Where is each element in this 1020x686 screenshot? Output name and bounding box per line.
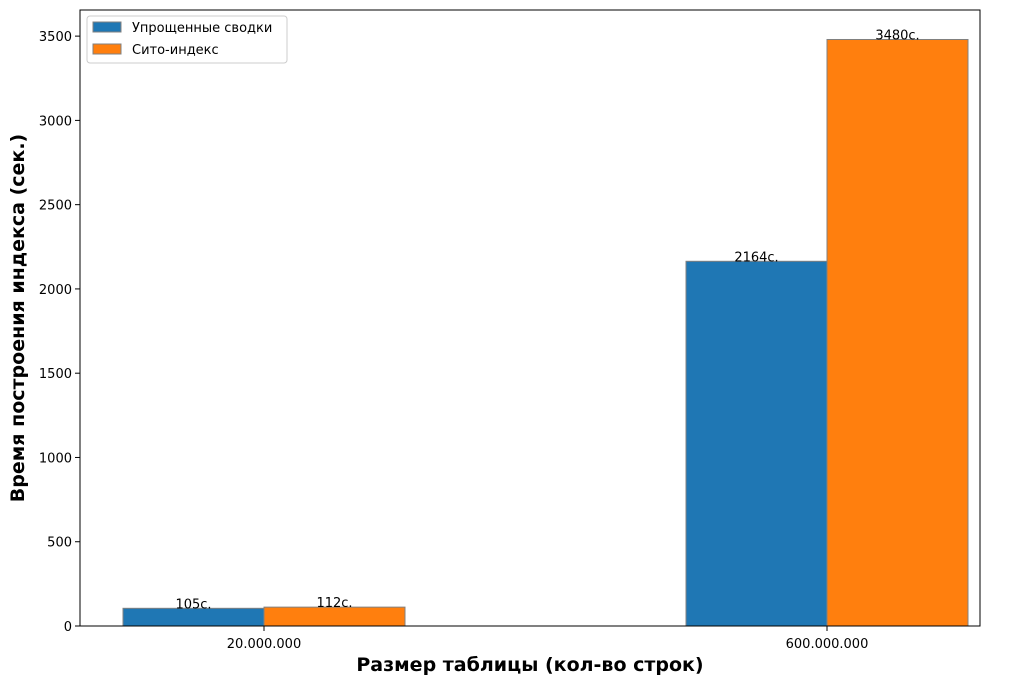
y-tick-label: 500 bbox=[47, 536, 72, 551]
legend-label: Сито-индекс bbox=[132, 43, 219, 58]
y-tick-label: 2000 bbox=[39, 283, 72, 298]
y-tick-label: 0 bbox=[64, 620, 72, 635]
bar-labels-layer: 105с. 2164с. 112с. 3480с. bbox=[175, 28, 919, 612]
legend: Упрощенные сводки Сито-индекс bbox=[86, 15, 288, 64]
x-tick-label: 600.000.000 bbox=[786, 637, 869, 652]
y-axis-title: Время построения индекса (сек.) bbox=[7, 134, 29, 502]
legend-label: Упрощенные сводки bbox=[132, 21, 272, 36]
y-tick-label: 2500 bbox=[39, 199, 72, 214]
legend-swatch bbox=[92, 43, 122, 55]
bars-layer bbox=[122, 38, 969, 627]
bar-value-label: 112с. bbox=[316, 596, 352, 611]
y-tick-label: 3500 bbox=[39, 30, 72, 45]
y-tick-label: 1000 bbox=[39, 451, 72, 466]
bar-value-label: 105с. bbox=[175, 597, 211, 612]
bar-2-2 bbox=[826, 38, 969, 627]
legend-swatch bbox=[92, 21, 122, 33]
y-axis: 0 500 1000 1500 2000 2500 3000 3500 bbox=[39, 30, 80, 635]
x-axis-title: Размер таблицы (кол-во строк) bbox=[356, 654, 703, 676]
x-axis: 20.000.000 600.000.000 bbox=[227, 626, 869, 652]
legend-box bbox=[86, 15, 288, 64]
bar-value-label: 3480с. bbox=[875, 28, 919, 43]
y-tick-label: 3000 bbox=[39, 114, 72, 129]
y-tick-label: 1500 bbox=[39, 367, 72, 382]
x-tick-label: 20.000.000 bbox=[227, 637, 301, 652]
plot-frame bbox=[79, 9, 981, 627]
bar-value-label: 2164с. bbox=[734, 250, 778, 265]
bar-1-2 bbox=[685, 260, 828, 627]
